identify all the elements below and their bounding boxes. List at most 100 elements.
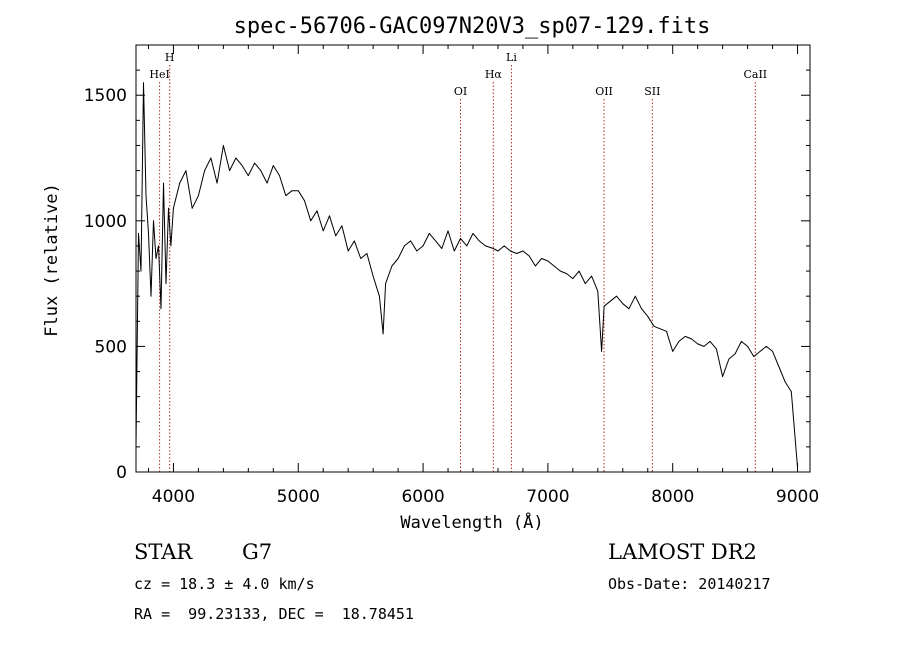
spectrum-point: [185, 170, 187, 172]
object-subclass: G7: [242, 540, 272, 564]
spectrum-point: [153, 220, 154, 222]
spectrum-point: [441, 248, 443, 249]
x-tick-label: 9000: [776, 487, 819, 507]
spectrum-line: [135, 82, 798, 468]
spectrum-point: [747, 346, 748, 347]
spectrum-point: [641, 308, 642, 310]
survey-name: LAMOST DR2: [608, 540, 757, 564]
emission-line-label: SII: [644, 85, 660, 98]
y-tick-label: 0: [116, 463, 127, 483]
emission-line-label: Li: [506, 51, 517, 64]
spectrum-point: [528, 255, 530, 257]
spectrum-point: [382, 333, 384, 335]
spectrum-point: [354, 240, 355, 242]
spectrum-point: [247, 175, 249, 177]
spectrum-point: [485, 245, 486, 247]
spectrum-point: [578, 270, 580, 272]
spectrum-point: [684, 336, 686, 337]
spectrum-point: [385, 283, 386, 284]
spectrum-point: [329, 215, 330, 217]
spectrum-point: [155, 258, 157, 259]
spectrum-point: [223, 145, 224, 146]
spectrum-point: [391, 265, 393, 267]
spectrum-point: [179, 182, 181, 184]
spectrum-point: [241, 165, 243, 167]
spectrum-point: [285, 195, 287, 197]
emission-line-label: H: [165, 51, 175, 64]
spectrum-point: [790, 391, 792, 392]
spectrum-point: [616, 295, 617, 297]
spectrum-point: [603, 305, 605, 307]
spectrum-point: [497, 250, 499, 252]
y-tick-label: 1000: [84, 212, 127, 232]
x-tick-label: 6000: [401, 487, 444, 507]
spectrum-point: [478, 240, 480, 242]
spectrum-point: [160, 308, 162, 310]
spectrum-point: [734, 353, 736, 355]
spectrum-point: [410, 240, 411, 242]
spectrum-point: [653, 325, 655, 327]
spectrum-point: [291, 190, 293, 192]
spectrum-point: [609, 300, 611, 302]
spectrum-point: [138, 233, 139, 234]
spectrum-point: [304, 200, 305, 202]
spectrum-point: [772, 351, 773, 352]
spectrum-point: [416, 250, 418, 252]
spectrum-point: [510, 250, 511, 252]
spectrum-point: [143, 82, 144, 84]
spectrum-point: [173, 207, 174, 209]
spectrum-point: [235, 157, 237, 159]
spectrum-point: [145, 195, 147, 197]
spectrum-point: [628, 308, 630, 310]
x-tick-label: 8000: [651, 487, 694, 507]
spectrum-point: [404, 245, 405, 247]
x-axis-label: Wavelength (Å): [400, 511, 543, 533]
spectrum-point: [784, 381, 786, 382]
object-class: STAR: [134, 540, 193, 564]
spectrum-point: [198, 195, 199, 197]
spectrum-point: [347, 250, 349, 252]
spectrum-point: [260, 170, 262, 172]
spectrum-point: [379, 295, 380, 297]
emission-line-label: Hα: [485, 68, 503, 81]
x-tick-label: 7000: [526, 487, 569, 507]
spectrum-point: [572, 278, 574, 279]
spectrum-point: [547, 260, 549, 262]
observation-date: Obs-Date: 20140217: [608, 575, 771, 593]
spectrum-point: [466, 245, 468, 247]
spectrum-point: [659, 328, 661, 330]
coordinates: RA = 99.23133, DEC = 18.78451: [134, 605, 414, 623]
spectrum-point: [666, 330, 667, 332]
plot-frame: [135, 44, 811, 473]
spectrum-series: [135, 82, 798, 468]
spectrum-point: [541, 258, 542, 259]
spectrum-point: [722, 376, 723, 377]
spectrum-point: [634, 295, 636, 297]
spectrum-point: [297, 190, 299, 192]
spectrum-point: [422, 245, 424, 247]
spectrum-point: [716, 348, 717, 350]
x-tick-label: 5000: [277, 487, 320, 507]
y-tick-label: 1500: [84, 86, 127, 106]
spectrum-point: [210, 157, 212, 159]
spectrum-point: [335, 235, 337, 237]
spectrum-point: [191, 207, 193, 209]
axis-ticks: 4000 5000 6000 7000 8000 9000 0 500 1000 1500: [84, 44, 819, 507]
spectrum-point: [597, 290, 599, 292]
spectrum-point: [647, 315, 649, 317]
spectrum-point: [672, 351, 674, 352]
spectrum-point: [591, 275, 592, 277]
spectrum-point: [728, 358, 730, 360]
spectrum-point: [366, 253, 368, 254]
spectrum-point: [148, 233, 149, 234]
spectrum-point: [447, 230, 449, 232]
spectrum-point: [697, 343, 699, 345]
spectrum-point: [765, 346, 767, 347]
spectrum-point: [316, 210, 318, 212]
chart-title: spec-56706-GAC097N20V3_sp07-129.fits: [234, 14, 711, 39]
spectrum-point: [492, 248, 494, 249]
spectrum-point: [204, 170, 206, 172]
spectrum-point: [691, 338, 692, 340]
